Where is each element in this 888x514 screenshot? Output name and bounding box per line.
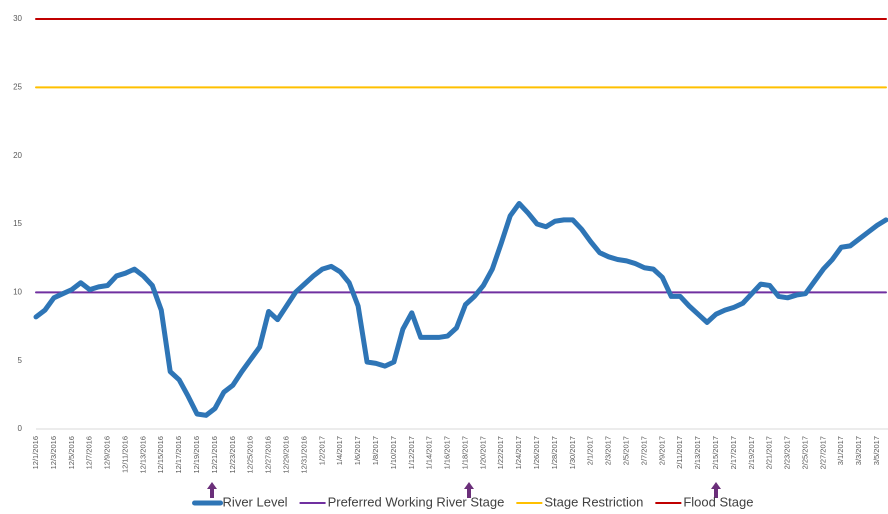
y-tick-label: 5 <box>18 356 23 365</box>
x-tick-label: 1/6/2017 <box>353 436 362 465</box>
x-tick-label: 12/21/2016 <box>210 436 219 474</box>
x-tick-label: 1/8/2017 <box>371 436 380 465</box>
x-tick-label: 12/19/2016 <box>192 436 201 474</box>
y-tick-label: 25 <box>13 82 22 91</box>
legend-label: River Level <box>223 494 288 509</box>
x-tick-label: 2/5/2017 <box>622 436 631 465</box>
arrow-icon <box>711 482 721 498</box>
x-tick-label: 12/13/2016 <box>138 436 147 474</box>
x-tick-label: 1/24/2017 <box>514 436 523 469</box>
legend-label: Stage Restriction <box>544 494 643 509</box>
x-tick-label: 1/4/2017 <box>335 436 344 465</box>
x-tick-label: 2/27/2017 <box>818 436 827 469</box>
legend-label: Preferred Working River Stage <box>328 494 505 509</box>
x-tick-label: 12/1/2016 <box>31 436 40 469</box>
x-tick-label: 12/25/2016 <box>246 436 255 474</box>
x-tick-label: 2/1/2017 <box>586 436 595 465</box>
x-tick-label: 12/7/2016 <box>85 436 94 469</box>
y-tick-label: 0 <box>18 424 23 433</box>
x-tick-label: 2/17/2017 <box>729 436 738 469</box>
x-tick-label: 12/29/2016 <box>282 436 291 474</box>
arrow-icon <box>207 482 217 498</box>
y-tick-label: 10 <box>13 287 22 296</box>
x-tick-label: 1/12/2017 <box>407 436 416 469</box>
x-tick-label: 1/16/2017 <box>443 436 452 469</box>
y-tick-label: 30 <box>13 14 22 23</box>
y-tick-label: 15 <box>13 219 22 228</box>
x-tick-label: 2/23/2017 <box>783 436 792 469</box>
x-tick-label: 3/3/2017 <box>854 436 863 465</box>
x-tick-label: 2/25/2017 <box>800 436 809 469</box>
y-tick-label: 20 <box>13 151 22 160</box>
x-tick-label: 12/31/2016 <box>299 436 308 474</box>
x-tick-label: 1/28/2017 <box>550 436 559 469</box>
x-tick-label: 3/1/2017 <box>836 436 845 465</box>
x-tick-label: 2/19/2017 <box>747 436 756 469</box>
arrow-icon <box>464 482 474 498</box>
x-tick-label: 1/20/2017 <box>478 436 487 469</box>
x-tick-label: 12/9/2016 <box>103 436 112 469</box>
legend-label: Flood Stage <box>683 494 753 509</box>
x-tick-label: 12/27/2016 <box>264 436 273 474</box>
x-tick-label: 3/5/2017 <box>872 436 881 465</box>
x-tick-label: 2/9/2017 <box>657 436 666 465</box>
x-tick-label: 12/17/2016 <box>174 436 183 474</box>
x-tick-label: 2/7/2017 <box>639 436 648 465</box>
x-tick-label: 1/26/2017 <box>532 436 541 469</box>
x-tick-label: 12/3/2016 <box>49 436 58 469</box>
arrows <box>207 482 721 498</box>
x-tick-label: 12/23/2016 <box>228 436 237 474</box>
x-tick-label: 2/21/2017 <box>765 436 774 469</box>
x-tick-label: 2/13/2017 <box>693 436 702 469</box>
x-tick-label: 1/22/2017 <box>496 436 505 469</box>
series-line <box>33 201 888 418</box>
legend: River Level Preferred Working River Stage… <box>192 494 753 509</box>
x-tick-label: 12/11/2016 <box>120 436 129 473</box>
x-tick-label: 12/5/2016 <box>67 436 76 469</box>
x-tick-label: 12/15/2016 <box>156 436 165 474</box>
x-tick-label: 1/14/2017 <box>425 436 434 469</box>
x-tick-label: 1/10/2017 <box>389 436 398 469</box>
x-tick-label: 2/15/2017 <box>711 436 720 469</box>
x-tick-label: 1/30/2017 <box>568 436 577 469</box>
x-tick-label: 2/3/2017 <box>604 436 613 465</box>
x-tick-label: 1/18/2017 <box>460 436 469 469</box>
x-tick-label: 1/2/2017 <box>317 436 326 465</box>
x-tick-label: 2/11/2017 <box>675 436 684 469</box>
